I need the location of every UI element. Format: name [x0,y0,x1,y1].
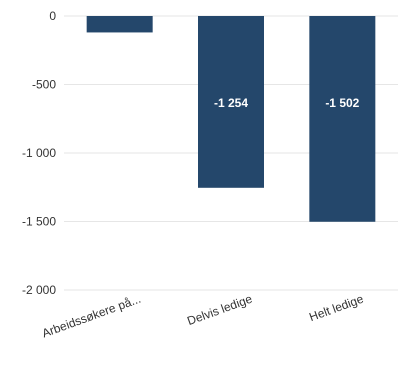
bars [86,16,376,222]
x-category-label: Delvis ledige [185,292,254,329]
data-label: -1 502 [325,96,359,110]
bar[interactable] [309,16,376,222]
y-tick-label: -1 500 [22,215,56,229]
y-axis-ticks: 0 -500 -1 000 -1 500 -2 000 [22,9,56,297]
bar[interactable] [198,16,264,188]
data-labels: -1 254 -1 502 [214,96,360,110]
x-category-label: Helt ledige [307,292,365,325]
y-tick-label: -1 000 [22,146,56,160]
y-tick-label: 0 [49,9,56,23]
data-label: -1 254 [214,96,248,110]
bar[interactable] [86,16,153,33]
x-category-label: Arbeidssøkere på... [40,292,143,341]
y-tick-label: -2 000 [22,283,56,297]
y-tick-label: -500 [32,78,56,92]
x-axis-categories: Arbeidssøkere på... Delvis ledige Helt led… [40,292,366,341]
